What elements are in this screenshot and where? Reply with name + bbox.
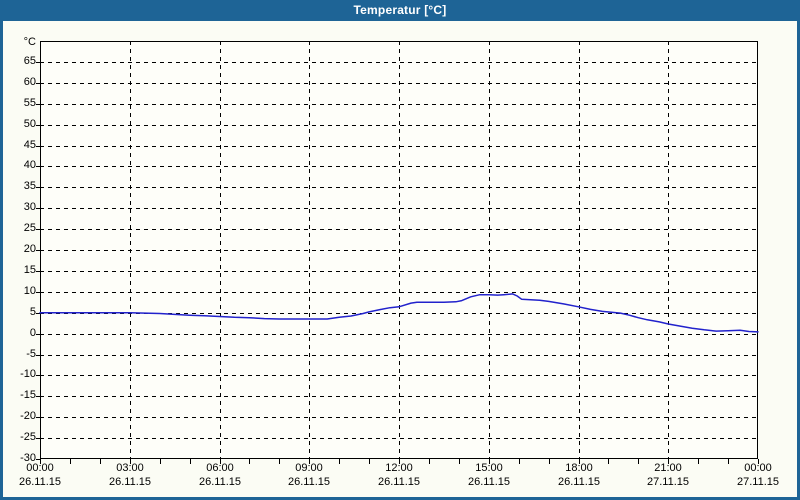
window-title: Temperatur [°C] (353, 3, 447, 17)
titlebar[interactable]: Temperatur [°C] (0, 0, 800, 21)
plot-border (40, 41, 758, 459)
temperature-line (39, 293, 759, 333)
